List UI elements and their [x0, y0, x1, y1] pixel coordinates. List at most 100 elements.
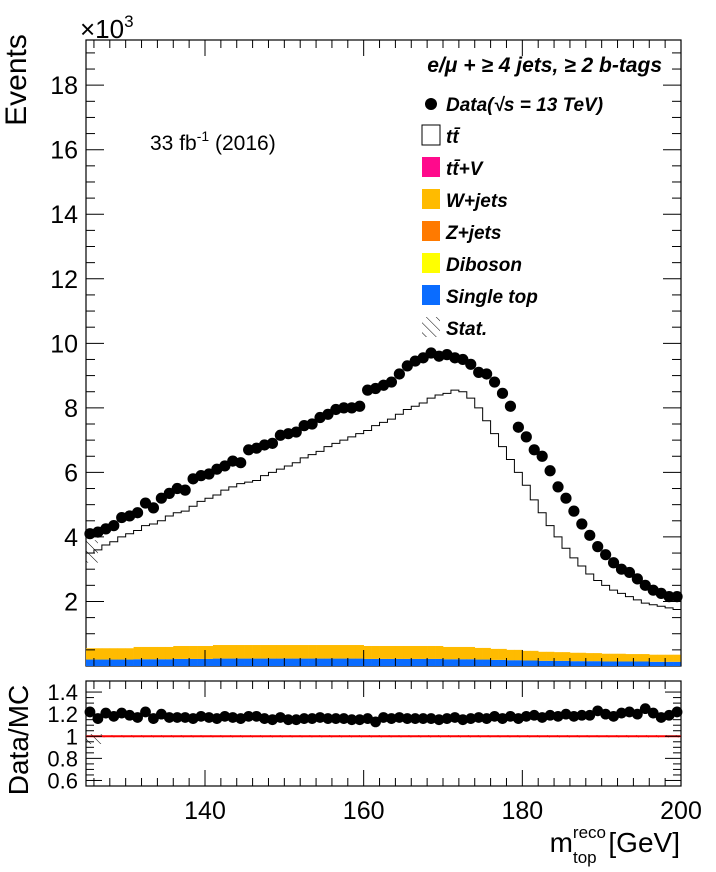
x-tick-label: 200 [660, 797, 702, 825]
ratio-point [616, 707, 627, 719]
data-point [496, 387, 509, 399]
data-point [568, 505, 580, 517]
single-top-bar [109, 659, 119, 666]
wjets-bar [268, 645, 277, 659]
wjets-bar [141, 646, 150, 660]
single-top-bar [101, 659, 111, 666]
data-point [512, 421, 524, 433]
ratio-point [378, 712, 389, 723]
single-top-bar [490, 659, 499, 666]
ratio-point [219, 710, 231, 722]
data-point [266, 437, 279, 449]
data-point [179, 484, 191, 496]
wjets-bar [205, 645, 214, 659]
legend-marker-data [425, 98, 437, 110]
wjets-bar [514, 649, 523, 661]
wjets-bar [189, 645, 198, 659]
wjets-bar [601, 653, 610, 662]
wjets-bar [530, 650, 539, 661]
legend-marker-wjets [422, 189, 440, 209]
single-top-bar [427, 658, 436, 666]
wjets-bar [117, 648, 126, 660]
ratio-y-tick-label: 0.6 [47, 768, 78, 793]
single-top-bar [458, 659, 468, 666]
data-point [552, 481, 564, 493]
legend-label-wjets: W+jets [446, 191, 508, 212]
wjets-bar [292, 645, 301, 659]
single-top-bar [562, 660, 571, 666]
legend-label-zjets: Z+jets [445, 223, 501, 244]
data-point [235, 457, 247, 469]
single-top-bar [665, 661, 674, 666]
wjets-bar [93, 648, 103, 660]
main-y-axis-label: Events [0, 34, 33, 126]
single-top-bar [355, 658, 364, 666]
wjets-bar [228, 645, 238, 659]
single-top-bar [228, 658, 238, 666]
single-top-bar [538, 660, 547, 666]
single-top-bar [443, 659, 452, 666]
wjets-bar [427, 645, 436, 659]
single-top-bar [308, 658, 317, 666]
ratio-point [243, 710, 255, 722]
ratio-point [92, 713, 104, 724]
wjets-bar [633, 654, 642, 662]
wjets-bar [490, 648, 499, 660]
single-top-bar [411, 658, 420, 666]
wjets-bar [276, 645, 285, 659]
wjets-bar [411, 645, 420, 659]
ratio-point [370, 716, 381, 728]
single-top-bar [403, 658, 412, 666]
single-top-bar [292, 658, 301, 666]
x-tick-label: 140 [184, 797, 226, 825]
ratio-point [568, 710, 580, 722]
single-top-bar [205, 658, 214, 666]
data-point [306, 418, 318, 430]
data-point [631, 573, 643, 585]
main-y-tick-label: 14 [50, 201, 78, 229]
main-y-tick-label: 2 [64, 588, 78, 616]
wjets-bar [419, 645, 428, 659]
wjets-bar [435, 645, 444, 659]
single-top-bar [379, 658, 388, 666]
wjets-bar [157, 646, 166, 660]
data-point [544, 465, 556, 477]
ratio-points-layer [84, 703, 683, 728]
single-top-bar [220, 658, 230, 666]
wjets-bar [212, 645, 222, 659]
ratio-point [259, 713, 270, 724]
wjets-bar [657, 654, 666, 662]
single-top-bar [141, 659, 150, 666]
data-points-layer [84, 347, 683, 603]
wjets-bar [673, 654, 682, 662]
single-top-bar [324, 658, 333, 666]
ratio-point [179, 712, 191, 723]
single-top-bar [641, 661, 650, 666]
wjets-bar [300, 645, 309, 659]
single-top-bar [474, 659, 483, 666]
ratio-y-tick-label: 0.8 [47, 746, 78, 771]
wjets-bar [482, 647, 491, 660]
single-top-bar [546, 660, 555, 666]
single-top-bar [514, 660, 523, 666]
wjets-bar [181, 645, 190, 659]
legend-marker-ttbar [421, 124, 441, 146]
wjets-bar [474, 647, 483, 660]
ratio-point [314, 712, 326, 723]
wjets-bar [165, 646, 174, 660]
single-top-bar [498, 659, 507, 666]
single-top-bar [189, 658, 198, 666]
main-y-tick-label: 12 [50, 266, 78, 294]
ratio-point [171, 712, 183, 723]
single-top-bar [236, 658, 245, 666]
ratio-point [306, 713, 318, 724]
ratio-point [346, 714, 358, 726]
single-top-bar [165, 659, 174, 666]
ratio-point [433, 714, 445, 726]
legend-label-ttbar: tt̄ [446, 127, 461, 148]
single-top-bar [276, 658, 285, 666]
wjets-bar [554, 652, 563, 661]
ratio-point [195, 710, 207, 722]
wjets-bar [339, 645, 349, 659]
ratio-point [290, 714, 302, 726]
